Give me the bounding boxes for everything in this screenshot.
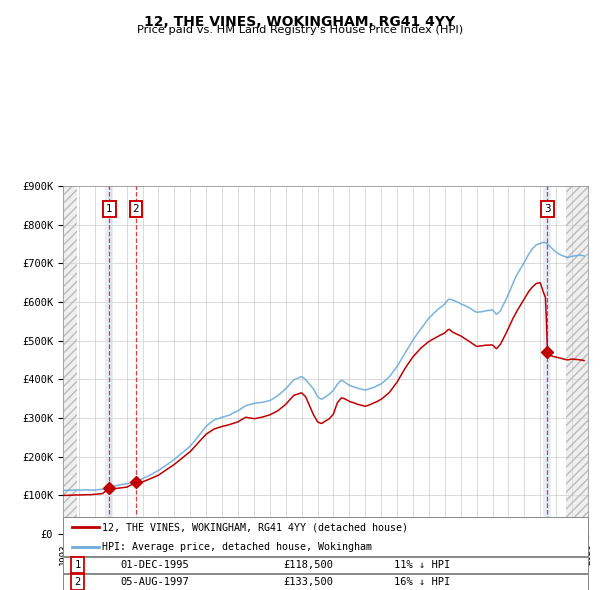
- Text: £118,500: £118,500: [284, 560, 334, 570]
- Bar: [63, 186, 77, 534]
- Text: 1: 1: [74, 560, 81, 570]
- Text: 3: 3: [544, 204, 551, 214]
- Text: Price paid vs. HM Land Registry's House Price Index (HPI): Price paid vs. HM Land Registry's House …: [137, 25, 463, 35]
- Bar: [106, 186, 113, 534]
- Text: £133,500: £133,500: [284, 578, 334, 587]
- Text: 12, THE VINES, WOKINGHAM, RG41 4YY (detached house): 12, THE VINES, WOKINGHAM, RG41 4YY (deta…: [103, 522, 409, 532]
- Bar: [544, 186, 551, 534]
- Text: 12, THE VINES, WOKINGHAM, RG41 4YY: 12, THE VINES, WOKINGHAM, RG41 4YY: [145, 15, 455, 29]
- Bar: [566, 186, 588, 534]
- Bar: [566, 186, 588, 534]
- Text: 11% ↓ HPI: 11% ↓ HPI: [394, 560, 450, 570]
- Text: 2: 2: [74, 578, 81, 587]
- Text: 16% ↓ HPI: 16% ↓ HPI: [394, 578, 450, 587]
- Text: HPI: Average price, detached house, Wokingham: HPI: Average price, detached house, Woki…: [103, 542, 373, 552]
- Text: 05-AUG-1997: 05-AUG-1997: [121, 578, 190, 587]
- Text: 2: 2: [133, 204, 139, 214]
- Text: 01-DEC-1995: 01-DEC-1995: [121, 560, 190, 570]
- Bar: [63, 186, 77, 534]
- Text: 1: 1: [106, 204, 113, 214]
